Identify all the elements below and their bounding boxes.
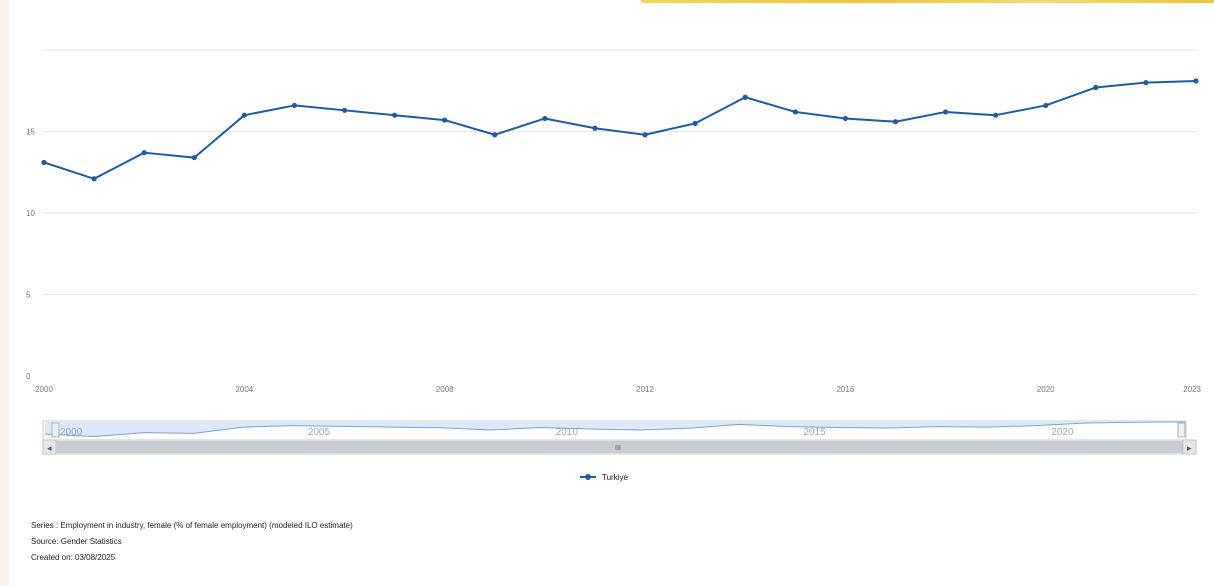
scrollbar-thumb[interactable] <box>56 441 1183 453</box>
y-tick-label: 10 <box>26 209 35 218</box>
data-point-2006[interactable] <box>341 107 348 113</box>
navigator-line <box>44 421 1186 438</box>
x-tick-label: 2012 <box>636 385 654 394</box>
data-point-2011[interactable] <box>592 125 598 131</box>
chart-footer: Series : Employment in industry, female … <box>31 518 353 566</box>
legend-label: Turkiye <box>602 472 628 482</box>
data-point-2009[interactable] <box>492 132 498 138</box>
navigator-year-label: 2010 <box>556 427 579 438</box>
y-tick-label: 5 <box>26 291 31 300</box>
data-point-2007[interactable] <box>392 112 398 118</box>
legend-line-marker-icon <box>580 472 596 482</box>
x-tick-label: 2016 <box>836 385 854 394</box>
data-point-2001[interactable] <box>91 176 97 182</box>
data-point-2021[interactable] <box>1093 84 1099 91</box>
data-point-2023[interactable] <box>1193 78 1199 84</box>
series-points <box>41 78 1199 182</box>
navigator-area <box>45 421 1185 437</box>
data-point-2020[interactable] <box>1043 102 1049 109</box>
scrollbar-right-arrow-icon: ▸ <box>1187 443 1192 453</box>
navigator-year-label: 2020 <box>1051 427 1074 438</box>
scrollbar-right-button[interactable] <box>1182 439 1197 455</box>
data-point-2019[interactable] <box>993 112 999 118</box>
y-tick-label: 0 <box>26 372 31 381</box>
data-point-2003[interactable] <box>191 154 197 161</box>
x-tick-label: 2000 <box>35 385 53 394</box>
data-point-2010[interactable] <box>542 115 548 122</box>
footer-series: Series : Employment in industry, female … <box>31 521 353 530</box>
data-point-2015[interactable] <box>792 109 798 115</box>
scrollbar-left-arrow-icon: ◂ <box>47 443 52 453</box>
x-axis-ticks: 2000 2004 2008 2012 2016 2020 2023 <box>35 385 1201 394</box>
x-tick-label: 2004 <box>235 385 253 394</box>
y-axis-ticks: 0 5 10 15 <box>26 128 35 382</box>
footer-created: Created on: 03/08/2025 <box>31 553 116 562</box>
chart-panel <box>9 0 1214 586</box>
data-point-2013[interactable] <box>692 120 698 126</box>
data-point-2008[interactable] <box>442 117 448 123</box>
decorative-top-strip <box>641 0 1214 3</box>
data-point-2000[interactable] <box>41 159 47 166</box>
navigator-year-label: 2005 <box>308 427 331 438</box>
data-point-2014[interactable] <box>742 94 748 100</box>
range-navigator[interactable]: 2000 2005 2010 2015 2020 <box>42 420 1187 441</box>
data-point-2002[interactable] <box>141 150 147 156</box>
navigator-handle-left[interactable] <box>51 422 60 438</box>
footer-source: Source: Gender Statistics <box>31 537 122 546</box>
navigator-scrollbar[interactable]: ◂ III ▸ <box>42 439 1197 455</box>
x-tick-label: 2023 <box>1183 385 1201 394</box>
data-point-2018[interactable] <box>942 109 949 115</box>
navigator-year-label: 2015 <box>803 427 826 438</box>
series-line-turkiye <box>43 79 1197 180</box>
x-tick-label: 2020 <box>1037 385 1055 394</box>
y-tick-label: 15 <box>26 128 35 137</box>
navigator-year-label: 2000 <box>60 427 83 438</box>
data-point-2012[interactable] <box>642 132 648 138</box>
data-point-2022[interactable] <box>1143 80 1149 86</box>
data-point-2016[interactable] <box>842 115 848 122</box>
data-point-2005[interactable] <box>291 102 298 109</box>
data-point-2017[interactable] <box>892 119 899 125</box>
navigator-handle-right[interactable] <box>1177 422 1186 438</box>
legend-item-turkiye[interactable]: Turkiye <box>580 470 628 484</box>
x-tick-label: 2008 <box>436 385 454 394</box>
data-point-2004[interactable] <box>241 112 247 118</box>
navigator-year-labels: 2000 2005 2010 2015 2020 <box>60 427 1074 438</box>
scrollbar-thumb-grip: III <box>615 445 621 452</box>
grid-lines <box>44 49 1196 295</box>
